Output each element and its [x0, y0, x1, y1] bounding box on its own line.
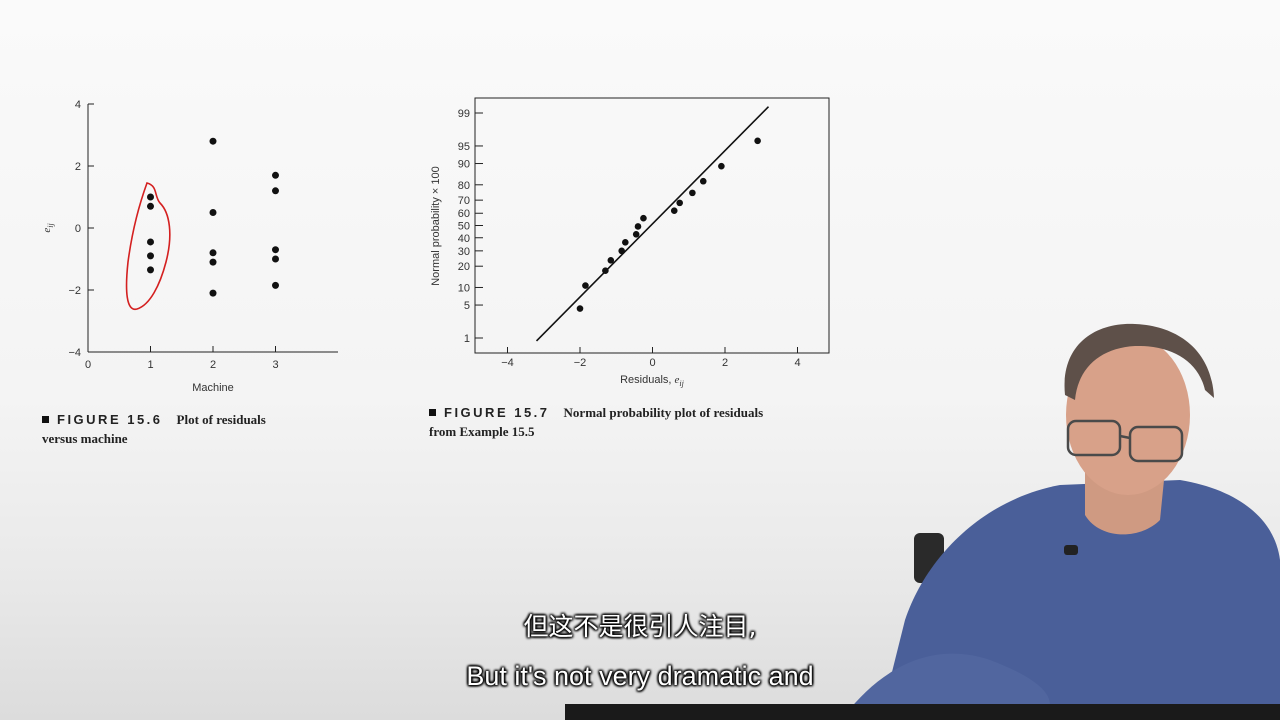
data-point	[754, 137, 761, 145]
data-point	[209, 137, 217, 145]
data-point	[676, 199, 683, 207]
subtitle-chinese: 但这不是很引人注目,	[523, 612, 757, 641]
x-tick-label: 4	[794, 357, 800, 369]
data-point	[602, 267, 609, 274]
y-tick-label: 99	[458, 108, 470, 120]
data-point	[640, 214, 647, 222]
data-point	[670, 207, 678, 215]
y-tick-label: 4	[75, 99, 81, 111]
data-point	[209, 258, 217, 266]
y-tick-label: 5	[464, 300, 470, 312]
caption-text: Normal probability plot of residuals	[563, 405, 764, 420]
y-tick-label: 90	[458, 159, 470, 171]
data-point	[622, 239, 629, 246]
y-tick-label: 60	[458, 208, 470, 220]
caption-text: Plot of residuals	[176, 412, 266, 427]
data-point	[699, 177, 707, 185]
caption-text-2: versus machine	[42, 431, 128, 446]
x-tick-label: −2	[574, 357, 587, 369]
x-tick-label: 3	[272, 359, 278, 371]
y-tick-label: 10	[458, 282, 470, 294]
residuals-vs-machine-chart: −4 −2 0 2 4 0 1 2 3 Machine eij	[41, 99, 338, 394]
data-point	[272, 255, 279, 263]
red-annotation-loop	[125, 182, 171, 310]
data-point	[147, 252, 154, 260]
figure-15-7-caption: FIGURE 15.7 Normal probability plot of re…	[429, 403, 763, 441]
x-tick-label: 2	[210, 359, 216, 371]
x-tick-label: −4	[501, 357, 514, 369]
data-point	[576, 305, 584, 312]
data-point	[618, 247, 625, 255]
plot-frame	[474, 97, 830, 354]
bullet-square	[429, 409, 436, 416]
fit-line	[535, 106, 770, 342]
data-point	[272, 281, 279, 289]
data-point	[147, 238, 154, 246]
data-point	[147, 193, 154, 201]
x-tick-label: 0	[85, 359, 91, 371]
data-point	[272, 246, 279, 254]
data-point	[718, 162, 725, 170]
y-tick-label: 50	[458, 221, 470, 233]
figure-15-6-caption: FIGURE 15.6 Plot of residuals versus mach…	[42, 410, 266, 448]
y-tick-label: 0	[75, 223, 81, 235]
data-point	[209, 289, 217, 297]
data-point	[209, 249, 217, 257]
y-tick-label: 70	[458, 195, 470, 207]
data-point	[147, 202, 154, 210]
figure-number: FIGURE 15.6	[57, 412, 163, 427]
y-tick-label: 95	[458, 141, 470, 153]
y-tick-label: −2	[68, 285, 81, 297]
data-point	[689, 189, 696, 197]
y-axis-label: eij	[41, 223, 55, 233]
y-tick-label: 30	[458, 246, 470, 258]
y-tick-label: 1	[464, 333, 470, 345]
figure-number: FIGURE 15.7	[444, 405, 550, 420]
bullet-square	[42, 416, 49, 423]
y-tick-label: 20	[458, 261, 470, 273]
x-tick-label: 0	[649, 357, 655, 369]
data-point	[634, 223, 642, 230]
y-tick-label: −4	[68, 347, 81, 359]
data-point	[272, 187, 279, 195]
caption-text-2: from Example 15.5	[429, 424, 535, 439]
x-tick-label: 2	[722, 357, 728, 369]
data-point	[607, 256, 615, 264]
y-tick-label: 80	[458, 180, 470, 192]
data-point	[147, 266, 154, 274]
y-tick-label: 2	[75, 161, 81, 173]
x-tick-label: 1	[147, 359, 153, 371]
data-point	[632, 230, 640, 238]
data-point	[272, 171, 279, 179]
y-axis-label: Normal probability × 100	[430, 166, 442, 286]
subtitle-english: But it's not very dramatic and	[466, 661, 814, 691]
data-point	[582, 282, 589, 289]
x-axis-label: Residuals, eij	[620, 374, 685, 388]
x-axis-label: Machine	[192, 382, 234, 394]
y-tick-label: 40	[458, 233, 470, 245]
data-point	[209, 209, 217, 216]
